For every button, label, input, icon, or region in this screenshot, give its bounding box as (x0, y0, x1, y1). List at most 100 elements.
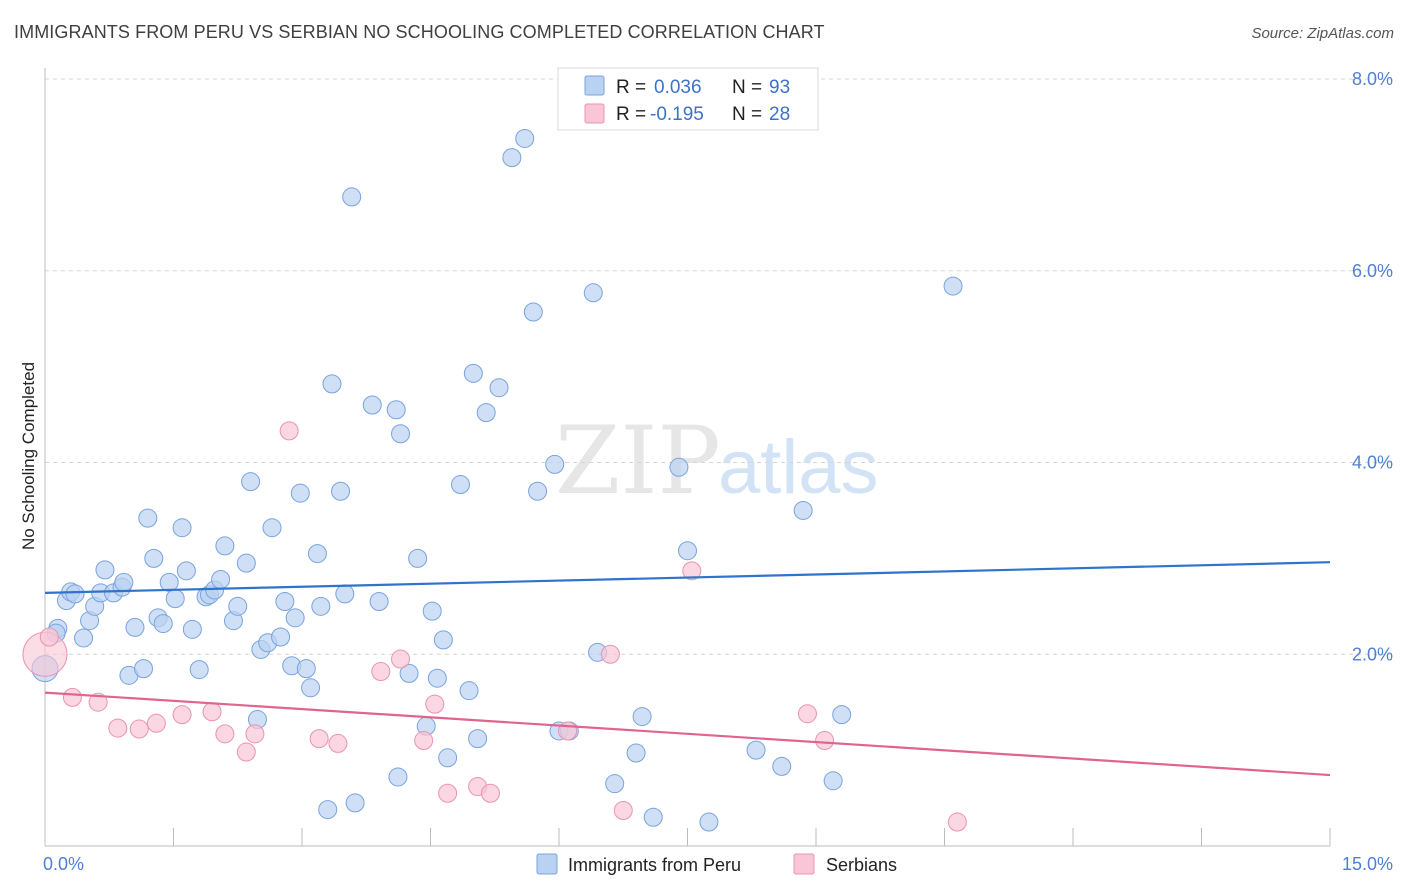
peru-point-84 (632, 707, 652, 727)
peru-point-48 (311, 596, 331, 616)
peru-point-63 (422, 601, 442, 621)
bottom-legend-label-peru: Immigrants from Peru (568, 855, 741, 875)
peru-point-56 (369, 592, 389, 612)
peru-point-94 (943, 276, 963, 296)
y-tick-label-1: 4.0% (1352, 453, 1393, 473)
peru-point-47 (307, 544, 327, 564)
peru-point-49 (318, 800, 338, 820)
peru-point-52 (335, 584, 355, 604)
peru-point-92 (823, 771, 843, 791)
peru-point-89 (746, 740, 766, 760)
legend-r-label-peru: R = (616, 77, 646, 98)
peru-point-65 (433, 630, 453, 650)
serbians-trend-line (44, 691, 1331, 777)
peru-point-41 (275, 592, 295, 612)
peru-point-75 (523, 302, 543, 322)
peru-point-39 (262, 518, 282, 538)
peru-point-83 (626, 743, 646, 763)
serbians-point-15 (371, 662, 391, 682)
serbians-point-8 (202, 702, 222, 722)
peru-point-54 (345, 793, 365, 813)
peru-point-21 (159, 572, 179, 592)
peru-point-44 (290, 483, 310, 503)
bottom-legend-swatch-serbians (793, 853, 815, 875)
tick-label-layer: 2.0% 4.0% 6.0% 8.0% 0.0% 15.0% (43, 69, 1393, 874)
peru-point-67 (450, 475, 470, 495)
peru-point-13 (114, 572, 134, 592)
serbians-point-25 (682, 561, 702, 581)
legend-n-value-serbians: 28 (769, 104, 790, 125)
peru-point-68 (459, 681, 479, 701)
peru-point-74 (515, 128, 535, 148)
watermark-atlas: atlas (718, 425, 879, 510)
peru-point-46 (301, 678, 321, 698)
legend-n-value-peru: 93 (769, 77, 790, 98)
legend-r-label-serbians: R = (616, 104, 646, 125)
chart-title: IMMIGRANTS FROM PERU VS SERBIAN NO SCHOO… (14, 22, 825, 42)
serbians-point-21 (480, 783, 500, 803)
peru-point-73 (502, 148, 522, 168)
peru-point-70 (468, 729, 488, 749)
serbians-point-17 (414, 731, 434, 751)
y-tick-label-0: 2.0% (1352, 644, 1393, 664)
serbians-point-2 (62, 687, 82, 707)
serbians-point-27 (815, 731, 835, 751)
serbians-point-6 (146, 713, 166, 733)
serbians-point-28 (947, 812, 967, 832)
y-tick-label-3: 8.0% (1352, 69, 1393, 89)
peru-point-77 (545, 454, 565, 474)
peru-point-45 (296, 659, 316, 679)
legend-r-value-serbians: -0.195 (650, 104, 704, 125)
peru-point-23 (172, 518, 192, 538)
serbians-point-13 (309, 729, 329, 749)
peru-point-15 (125, 617, 145, 637)
peru-point-50 (322, 374, 342, 394)
serbians-point-5 (129, 719, 149, 739)
serbians-point-16 (391, 649, 411, 669)
points-layer (22, 128, 967, 832)
peru-point-91 (793, 500, 813, 520)
axis-layer (44, 68, 1331, 847)
peru-point-51 (331, 481, 351, 501)
peru-point-43 (285, 608, 305, 628)
peru-point-53 (342, 187, 362, 207)
peru-point-72 (489, 378, 509, 398)
legend-swatch-peru (584, 75, 605, 96)
peru-point-34 (236, 553, 256, 573)
peru-point-35 (241, 472, 261, 492)
peru-point-30 (211, 569, 231, 589)
watermark-zip: ZIP (555, 407, 721, 516)
serbians-point-11 (245, 724, 265, 744)
legend-r-value-peru: 0.036 (654, 77, 702, 98)
peru-point-60 (399, 663, 419, 683)
serbians-point-3 (88, 692, 108, 712)
serbians-point-18 (425, 694, 445, 714)
y-axis-title: No Schooling Completed (19, 362, 38, 550)
serbians-point-1 (39, 627, 59, 647)
serbians-point-10 (236, 742, 256, 762)
peru-point-55 (362, 395, 382, 415)
top-legend: R = 0.036 N = 93 R = -0.195 N = 28 (557, 67, 819, 131)
peru-point-57 (386, 400, 406, 420)
peru-trend-line (44, 561, 1331, 594)
peru-point-6 (74, 628, 94, 648)
peru-point-22 (165, 589, 185, 609)
peru-point-33 (228, 596, 248, 616)
peru-point-26 (189, 660, 209, 680)
chart-source: Source: ZipAtlas.com (1251, 25, 1394, 42)
legend-n-label-serbians: N = (732, 104, 762, 125)
peru-point-59 (391, 424, 411, 444)
peru-point-80 (583, 283, 603, 303)
serbians-point-4 (108, 718, 128, 738)
serbians-point-12 (279, 421, 299, 441)
x-tick-label-1: 15.0% (1342, 854, 1393, 874)
peru-point-18 (144, 548, 164, 568)
peru-point-90 (772, 756, 792, 776)
bottom-legend-swatch-peru (536, 853, 558, 875)
peru-point-76 (528, 481, 548, 501)
y-tick-label-2: 6.0% (1352, 261, 1393, 281)
peru-point-88 (699, 812, 719, 832)
peru-point-58 (388, 767, 408, 787)
peru-point-24 (176, 561, 196, 581)
